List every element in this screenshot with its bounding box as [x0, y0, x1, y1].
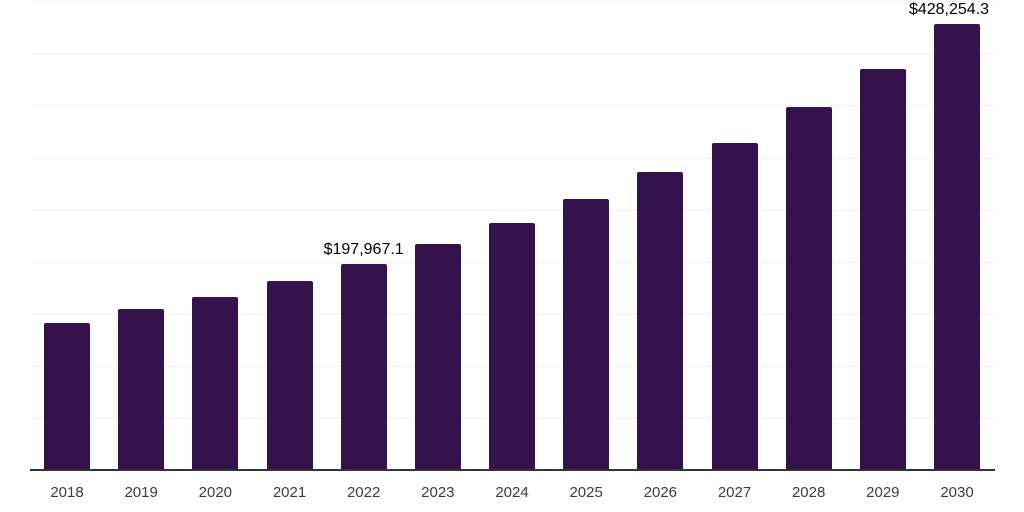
x-tick-label-2026: 2026 [643, 484, 678, 501]
bar-2027 [711, 142, 758, 470]
x-axis-line [30, 469, 995, 471]
x-tick-label-2025: 2025 [569, 484, 603, 501]
bar-2020 [192, 297, 239, 470]
bar-2026 [637, 171, 684, 470]
bar-2021 [266, 281, 313, 470]
bar-2018 [44, 323, 90, 470]
x-tick-label-2030: 2030 [940, 484, 974, 501]
value-label-2022: $197,967.1 [323, 240, 404, 258]
x-tick-label-2018: 2018 [50, 484, 84, 501]
bar-2028 [785, 107, 832, 470]
x-tick-label-2027: 2027 [717, 484, 752, 501]
bar-2029 [859, 68, 906, 470]
bar-2019 [118, 309, 165, 470]
x-tick-label-2021: 2021 [272, 484, 307, 501]
bar-2023 [414, 244, 461, 470]
bar-2024 [489, 222, 535, 470]
gridline [30, 157, 995, 159]
value-label-2030: $428,254.3 [908, 0, 990, 18]
bar-2025 [563, 199, 610, 470]
x-tick-label-2020: 2020 [198, 484, 233, 501]
x-tick-label-2029: 2029 [866, 484, 900, 501]
gridline [30, 53, 995, 55]
bar-2022 [340, 263, 387, 470]
gridline [30, 209, 995, 211]
gridline [30, 105, 995, 107]
bar-2030 [934, 23, 980, 470]
x-tick-label-2019: 2019 [124, 484, 158, 501]
x-tick-label-2023: 2023 [421, 484, 455, 501]
gridline [30, 1, 995, 3]
x-tick-label-2028: 2028 [791, 484, 826, 501]
x-tick-label-2024: 2024 [495, 484, 529, 501]
x-tick-label-2022: 2022 [346, 484, 381, 501]
